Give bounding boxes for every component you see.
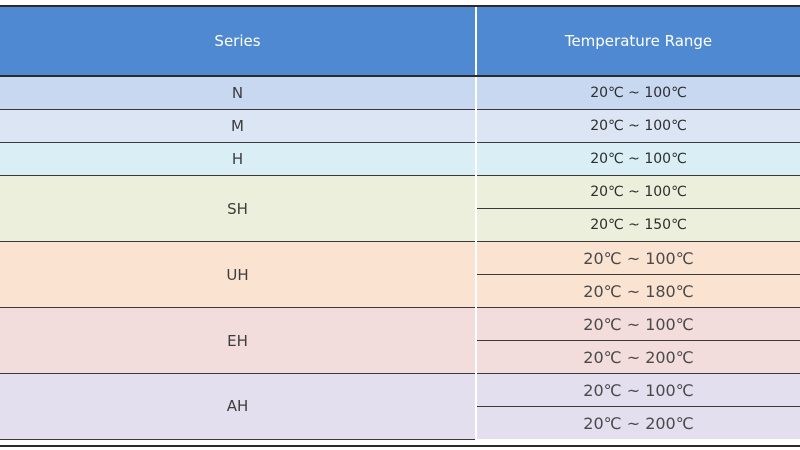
table-row: AH 20℃ ~ 100℃ — [0, 373, 800, 440]
range-cell: 20℃ ~ 100℃ — [476, 109, 800, 143]
range-cell: 20℃ ~ 100℃ — [476, 373, 800, 407]
table-row: H 20℃ ~ 100℃ — [0, 142, 800, 176]
header-row: Series Temperature Range — [0, 7, 800, 77]
table-row: SH 20℃ ~ 100℃ — [0, 175, 800, 242]
range-cell: 20℃ ~ 200℃ — [476, 406, 800, 439]
table-row: M 20℃ ~ 100℃ — [0, 109, 800, 143]
series-cell: EH — [0, 307, 477, 374]
range-cell: 20℃ ~ 150℃ — [476, 208, 800, 242]
table-body: N 20℃ ~ 100℃ M 20℃ ~ 100℃ H 20℃ ~ 100℃ S… — [0, 76, 800, 440]
range-cell: 20℃ ~ 200℃ — [476, 340, 800, 374]
table-row: 20℃ ~ 180℃ — [0, 274, 800, 308]
series-cell: AH — [0, 373, 477, 440]
table-row: UH 20℃ ~ 100℃ — [0, 241, 800, 308]
range-cell: 20℃ ~ 100℃ — [476, 307, 800, 341]
range-cell: 20℃ ~ 180℃ — [476, 274, 800, 308]
series-cell: H — [0, 142, 477, 176]
range-cell: 20℃ ~ 100℃ — [476, 76, 800, 110]
range-cell: 20℃ ~ 100℃ — [476, 175, 800, 209]
series-cell: UH — [0, 241, 477, 308]
temperature-table-container: Series Temperature Range N 20℃ ~ 100℃ M … — [0, 5, 800, 447]
table-row: 20℃ ~ 200℃ — [0, 340, 800, 374]
series-cell: SH — [0, 175, 477, 242]
table-row: 20℃ ~ 200℃ — [0, 406, 800, 439]
range-cell: 20℃ ~ 100℃ — [476, 142, 800, 176]
table-row: EH 20℃ ~ 100℃ — [0, 307, 800, 374]
table-row: N 20℃ ~ 100℃ — [0, 76, 800, 110]
column-header-series: Series — [0, 7, 477, 77]
table-header: Series Temperature Range — [0, 7, 800, 77]
table-row: 20℃ ~ 150℃ — [0, 208, 800, 242]
series-cell: N — [0, 76, 477, 110]
range-cell: 20℃ ~ 100℃ — [476, 241, 800, 275]
column-header-temperature-range: Temperature Range — [476, 7, 800, 77]
temperature-table: Series Temperature Range N 20℃ ~ 100℃ M … — [0, 7, 800, 440]
series-cell: M — [0, 109, 477, 143]
